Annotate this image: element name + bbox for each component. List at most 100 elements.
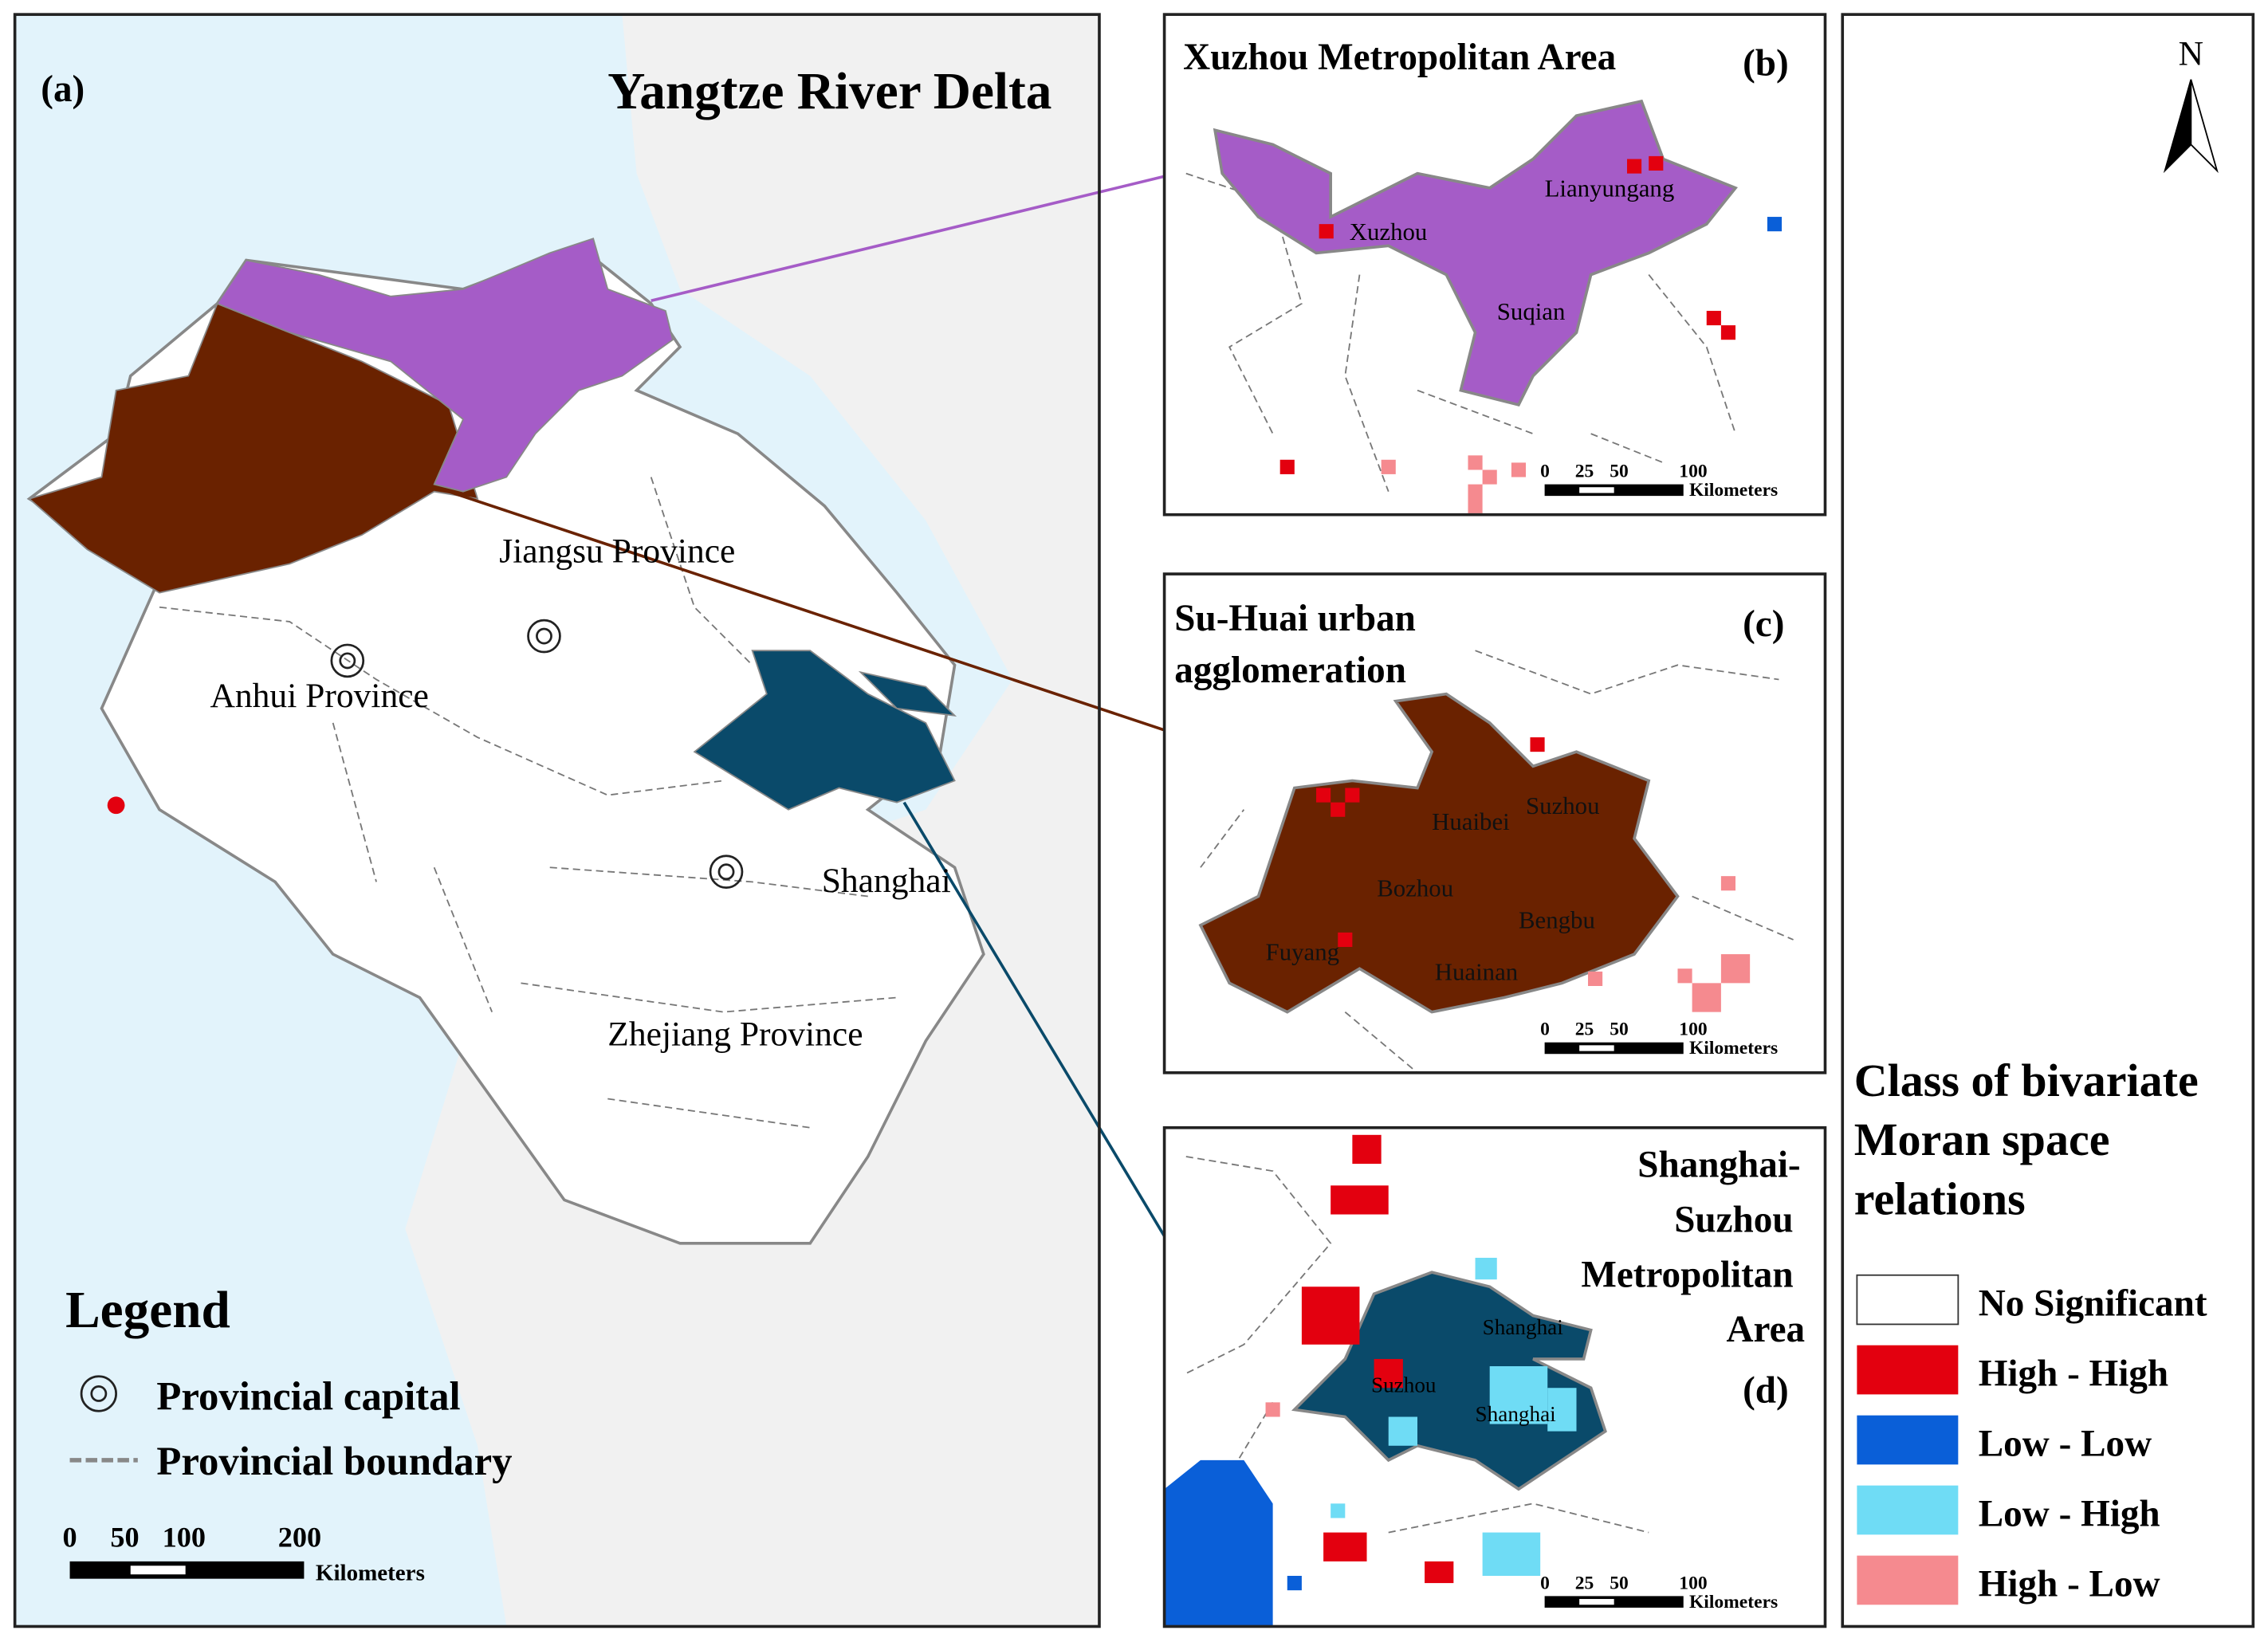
place-label: Suzhou xyxy=(1526,792,1600,819)
scale-bar-segment xyxy=(1579,487,1614,493)
connector xyxy=(902,801,1166,1237)
legend-item: Provincial capital xyxy=(156,1373,460,1418)
place-label: Bozhou xyxy=(1377,875,1453,902)
cells xyxy=(1279,155,1736,474)
place-label: Fuyang xyxy=(1266,938,1340,965)
place-label: Xuzhou xyxy=(1350,218,1428,246)
place-label: Huaibei xyxy=(1432,808,1510,835)
place-label: Bengbu xyxy=(1519,906,1595,933)
scale-label: 100 xyxy=(1679,1573,1707,1593)
scale-label: 50 xyxy=(1610,462,1629,482)
place-label: Jiangsu Province xyxy=(499,532,735,571)
connector xyxy=(651,175,1165,303)
scale-label: 100 xyxy=(163,1522,206,1554)
shanghai-suzhou-region xyxy=(693,650,957,811)
legend-item: Low - High xyxy=(1979,1493,2160,1534)
frame xyxy=(13,13,1101,1628)
scale-label: 0 xyxy=(1540,462,1550,482)
scale-bar: 0 50 100 200 Kilometers xyxy=(62,1522,424,1586)
scale-label: 200 xyxy=(278,1522,321,1554)
xuzhou-region xyxy=(1213,99,1738,407)
scale-bar-segment xyxy=(1579,1045,1614,1051)
panel-a: (a) Yangtze River Delta Jiangsu Province… xyxy=(13,13,1166,1628)
scale-unit: Kilometers xyxy=(316,1560,425,1585)
panel-c: Su-Huai urban agglomeration (c) Huaibei … xyxy=(1162,572,1827,1074)
scale-unit: Kilometers xyxy=(1689,1592,1778,1613)
legend-swatch xyxy=(1857,1485,1959,1535)
scale-unit: Kilometers xyxy=(1689,480,1778,501)
north-arrow xyxy=(2190,79,2219,174)
marker xyxy=(107,796,125,815)
scale-label: 25 xyxy=(1575,1573,1594,1593)
legend-item: Provincial boundary xyxy=(156,1439,512,1483)
cells xyxy=(1381,455,1527,513)
place-label: Huainan xyxy=(1435,959,1518,986)
place-label: Shanghai xyxy=(1476,1402,1557,1426)
scale-label: 0 xyxy=(62,1522,77,1554)
panel-title: Su-Huai urban xyxy=(1174,598,1416,639)
frame xyxy=(1841,13,2255,1628)
panel-label: (c) xyxy=(1743,603,1784,645)
legend-swatch xyxy=(1857,1555,1959,1605)
place-label: Shanghai xyxy=(822,862,951,900)
north-label: N xyxy=(2179,35,2203,73)
place-label: Suzhou xyxy=(1371,1373,1437,1397)
connector xyxy=(448,489,1165,732)
scale-label: 25 xyxy=(1575,1019,1594,1040)
legend-title: Class of bivariate xyxy=(1854,1055,2199,1106)
panel-title: Metropolitan xyxy=(1581,1254,1793,1295)
place-label: Anhui Province xyxy=(210,677,429,715)
panel-label: (d) xyxy=(1743,1369,1789,1411)
legend-swatch xyxy=(1856,1274,1959,1326)
frame xyxy=(1162,572,1827,1074)
legend-swatch xyxy=(1857,1345,1959,1395)
scale-label: 0 xyxy=(1540,1573,1550,1593)
capitals xyxy=(330,619,744,890)
legend-item: High - High xyxy=(1979,1353,2168,1394)
scale-label: 50 xyxy=(1610,1573,1629,1593)
panel-d: Shanghai- Suzhou Metropolitan Area (d) S… xyxy=(1162,1125,1827,1628)
legend-item: High - Low xyxy=(1979,1563,2160,1605)
cells xyxy=(1316,737,1545,948)
panel-title: agglomeration xyxy=(1174,650,1406,691)
cell xyxy=(1265,1402,1280,1417)
panel-b: Xuzhou Metropolitan Area (b) Lianyungang… xyxy=(1162,13,1827,517)
land xyxy=(405,14,1099,1627)
place-label: Suqian xyxy=(1497,298,1566,325)
panel-title: Xuzhou Metropolitan Area xyxy=(1183,37,1616,78)
scale-label: 0 xyxy=(1540,1019,1550,1040)
legend-item: No Significant xyxy=(1979,1283,2207,1325)
scale-label: 50 xyxy=(110,1522,139,1554)
legend-item: Low - Low xyxy=(1979,1423,2152,1464)
north-arrow xyxy=(2163,79,2192,174)
legend-title: Legend xyxy=(65,1282,230,1339)
legend-swatch xyxy=(1857,1415,1959,1465)
frame xyxy=(1162,1125,1827,1628)
panel-title: Suzhou xyxy=(1674,1199,1793,1240)
panel-label: (a) xyxy=(41,69,85,110)
cells xyxy=(1301,1134,1454,1584)
scale-unit: Kilometers xyxy=(1689,1038,1778,1059)
class-legend-panel: N Class of bivariate Moran space relations… xyxy=(1841,13,2255,1628)
cells xyxy=(1588,876,1751,1012)
panel-label: (b) xyxy=(1743,42,1789,84)
boundaries xyxy=(159,477,898,1129)
boundaries xyxy=(1200,650,1794,1074)
frame xyxy=(1162,13,1827,517)
scale-bar-segment xyxy=(1579,1599,1614,1605)
xuzhou-region xyxy=(216,238,674,493)
scale-label: 25 xyxy=(1575,462,1594,482)
panel-title: Shanghai- xyxy=(1637,1144,1800,1185)
panel-title: Area xyxy=(1726,1309,1805,1350)
place-label: Zhejiang Province xyxy=(607,1015,863,1053)
cells xyxy=(1164,1459,1302,1627)
scale-label: 100 xyxy=(1679,1019,1707,1040)
scale-label: 50 xyxy=(1610,1019,1629,1040)
map-title: Yangtze River Delta xyxy=(607,63,1051,120)
place-label: Lianyungang xyxy=(1545,175,1675,202)
scale-label: 100 xyxy=(1679,462,1707,482)
